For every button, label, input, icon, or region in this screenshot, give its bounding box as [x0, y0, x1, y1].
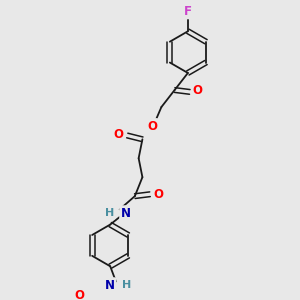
Text: O: O: [114, 128, 124, 141]
Text: H: H: [122, 280, 131, 290]
Text: H: H: [105, 208, 114, 218]
Text: O: O: [192, 85, 203, 98]
Text: O: O: [154, 188, 164, 201]
Text: N: N: [105, 279, 115, 292]
Text: N: N: [121, 207, 130, 220]
Text: O: O: [147, 119, 157, 133]
Text: F: F: [184, 5, 192, 18]
Text: O: O: [74, 289, 84, 300]
